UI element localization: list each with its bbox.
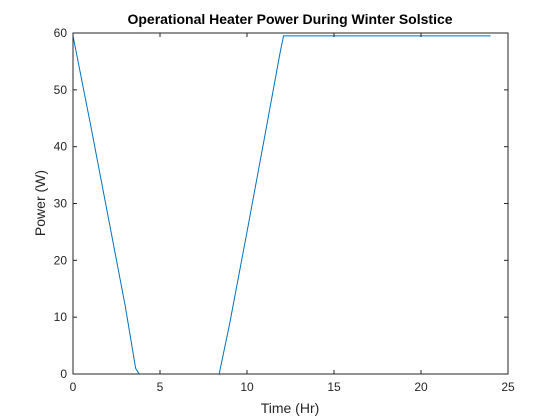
- x-tick-label: 20: [414, 380, 428, 394]
- y-tick-label: 60: [54, 26, 68, 40]
- x-tick-label: 5: [157, 380, 164, 394]
- y-tick-label: 50: [54, 83, 68, 97]
- ticks-layer: 0 5 10 15 20 25 0 10 20 30 40 50 60: [54, 26, 515, 394]
- y-tick-label: 10: [54, 310, 68, 324]
- x-tick-label: 10: [240, 380, 254, 394]
- y-tick-label: 20: [54, 253, 68, 267]
- x-tick-label: 15: [327, 380, 341, 394]
- x-axis-label: Time (Hr): [261, 400, 320, 416]
- x-tick-label: 0: [70, 380, 77, 394]
- plot-area: [73, 33, 508, 374]
- chart-title: Operational Heater Power During Winter S…: [127, 11, 452, 27]
- y-tick-label: 40: [54, 140, 68, 154]
- y-tick-label: 0: [60, 367, 67, 381]
- y-tick-label: 30: [54, 197, 68, 211]
- y-axis-label: Power (W): [32, 170, 48, 236]
- x-tick-label: 25: [501, 380, 515, 394]
